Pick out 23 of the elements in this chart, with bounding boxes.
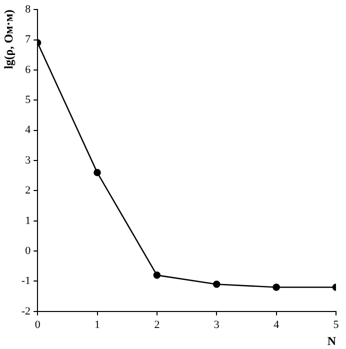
y-axis-title: lg(ρ, Ом·м) (1, 10, 16, 70)
point (272, 284, 280, 291)
y-tick-label: 6 (25, 64, 32, 76)
y-tick-label: 4 (25, 124, 32, 136)
y-tick-label: 0 (25, 244, 32, 257)
y-tick-label: 7 (25, 34, 32, 46)
point (212, 280, 220, 288)
y-tick-label: 1 (25, 214, 31, 227)
y-tick-label: -2 (21, 305, 31, 318)
x-tick-label: 2 (154, 318, 160, 331)
y-tick-label: 2 (25, 184, 31, 197)
x-axis-title: N (327, 334, 336, 348)
x-tick-label: 1 (94, 318, 100, 331)
y-tick-label: 3 (25, 154, 32, 166)
y-tick-label: 5 (25, 94, 32, 106)
x-tick-label: 4 (274, 318, 280, 331)
point (94, 168, 101, 176)
x-tick-label: 0 (34, 318, 41, 331)
y-tick-label: -1 (21, 275, 31, 288)
x-tick-label: 5 (333, 318, 340, 331)
point (153, 272, 161, 279)
y-tick-label: 8 (25, 3, 32, 16)
x-tick-label: 3 (214, 318, 220, 331)
